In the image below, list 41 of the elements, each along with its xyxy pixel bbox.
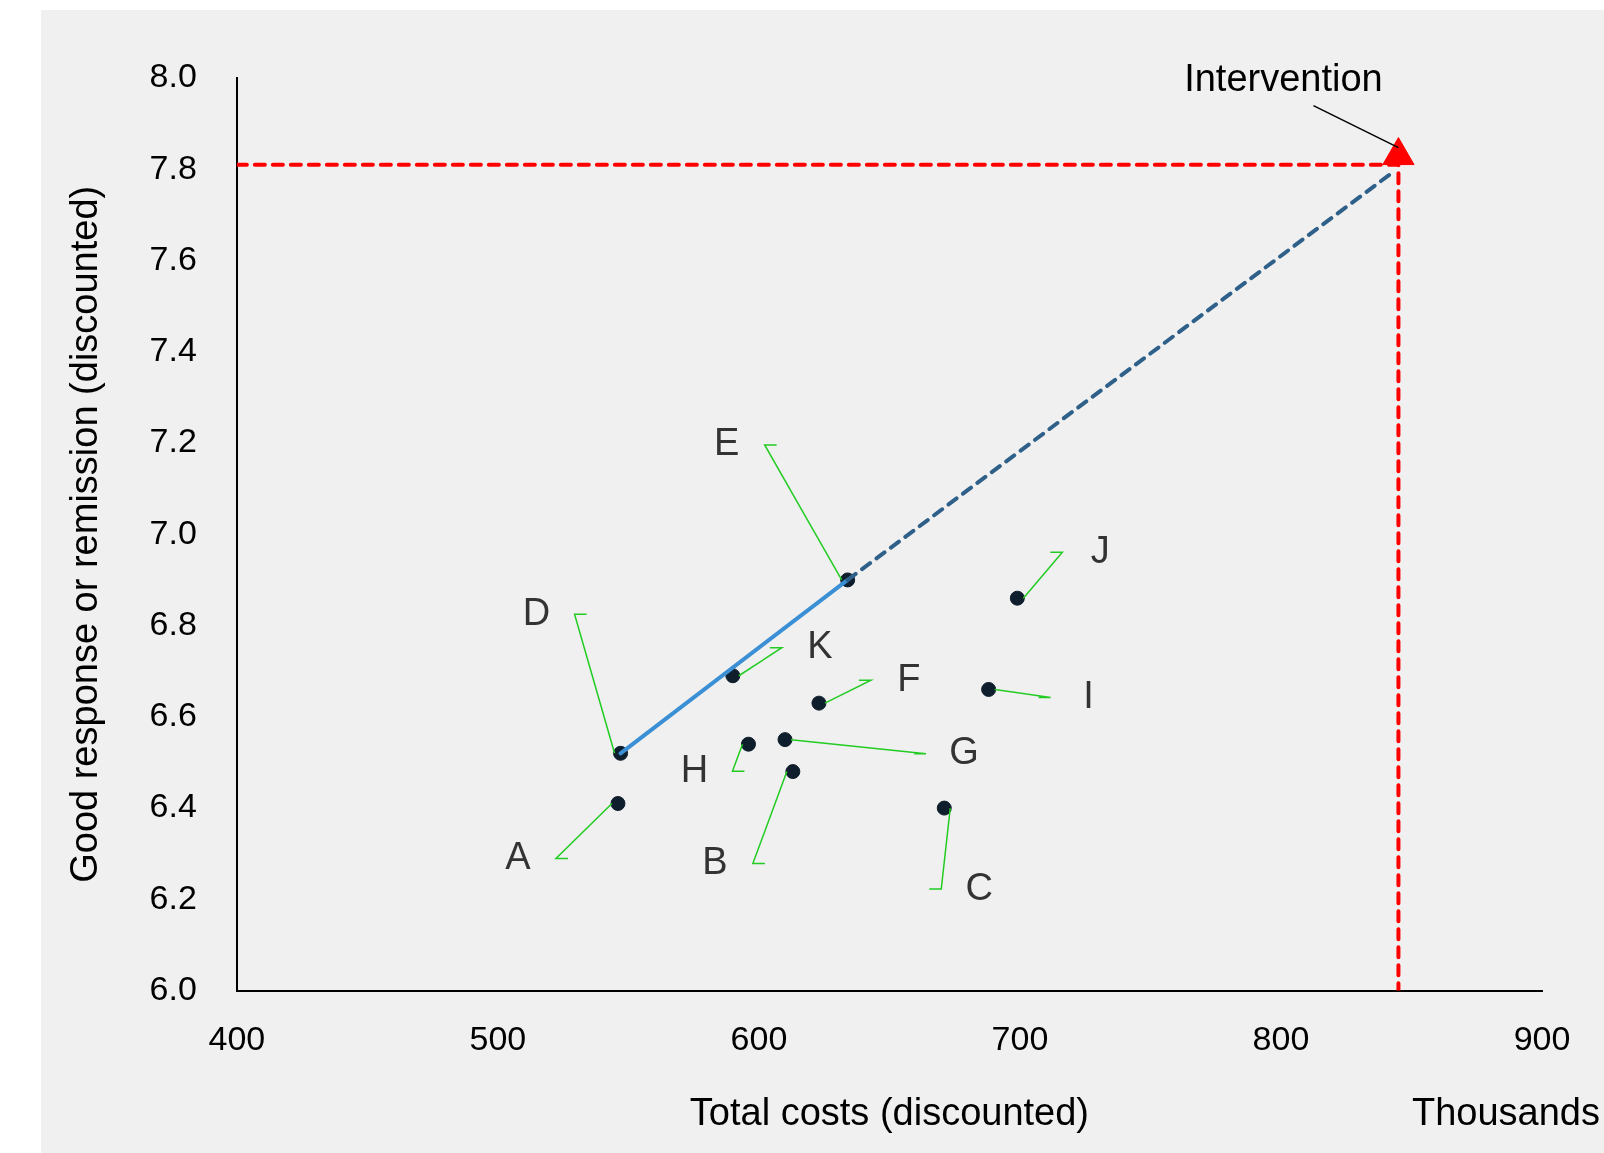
x-tick-label: 800 bbox=[1252, 1019, 1310, 1058]
annotation: B bbox=[702, 840, 728, 883]
y-axis-title: Good response or remission (discounted) bbox=[63, 185, 106, 883]
y-tick-label: 6.8 bbox=[149, 603, 197, 642]
annotation: F bbox=[897, 656, 921, 699]
y-tick-label: 6.6 bbox=[149, 695, 197, 734]
y-tick-label: 6.0 bbox=[149, 968, 197, 1007]
y-tick-label: 7.2 bbox=[149, 421, 197, 460]
x-axis-title: Total costs (discounted) bbox=[689, 1090, 1090, 1133]
annotation: K bbox=[807, 624, 833, 667]
point bbox=[981, 681, 997, 697]
x-tick-label: 900 bbox=[1513, 1019, 1571, 1058]
point bbox=[740, 736, 756, 752]
annotation: D bbox=[522, 590, 551, 633]
y-tick-label: 8.0 bbox=[149, 56, 197, 95]
annotation: H bbox=[680, 747, 709, 790]
y-tick-label: 6.2 bbox=[149, 877, 197, 916]
point bbox=[811, 695, 827, 711]
y-tick-label: 7.8 bbox=[149, 147, 197, 186]
point bbox=[777, 732, 793, 748]
annotation: Intervention bbox=[1184, 57, 1383, 100]
point bbox=[785, 764, 801, 780]
x-tick-label: 500 bbox=[469, 1019, 527, 1058]
text: Thousands bbox=[1411, 1091, 1600, 1134]
point bbox=[936, 800, 952, 816]
y-tick-label: 6.4 bbox=[149, 786, 197, 825]
y-tick-label: 7.6 bbox=[149, 238, 197, 277]
annotation: J bbox=[1090, 528, 1110, 571]
annotation: G bbox=[949, 730, 979, 773]
point bbox=[1009, 590, 1025, 606]
annotation: C bbox=[965, 865, 993, 908]
point bbox=[610, 796, 626, 812]
y-tick-label: 7.4 bbox=[149, 330, 197, 369]
x-tick-label: 700 bbox=[991, 1019, 1049, 1058]
annotation: E bbox=[713, 421, 740, 464]
annotation: A bbox=[505, 835, 532, 877]
x-tick-label: 600 bbox=[730, 1019, 788, 1058]
point bbox=[1382, 137, 1415, 166]
annotation: I bbox=[1083, 673, 1094, 716]
x-tick-label: 400 bbox=[208, 1019, 266, 1058]
y-tick-label: 7.0 bbox=[149, 512, 197, 551]
